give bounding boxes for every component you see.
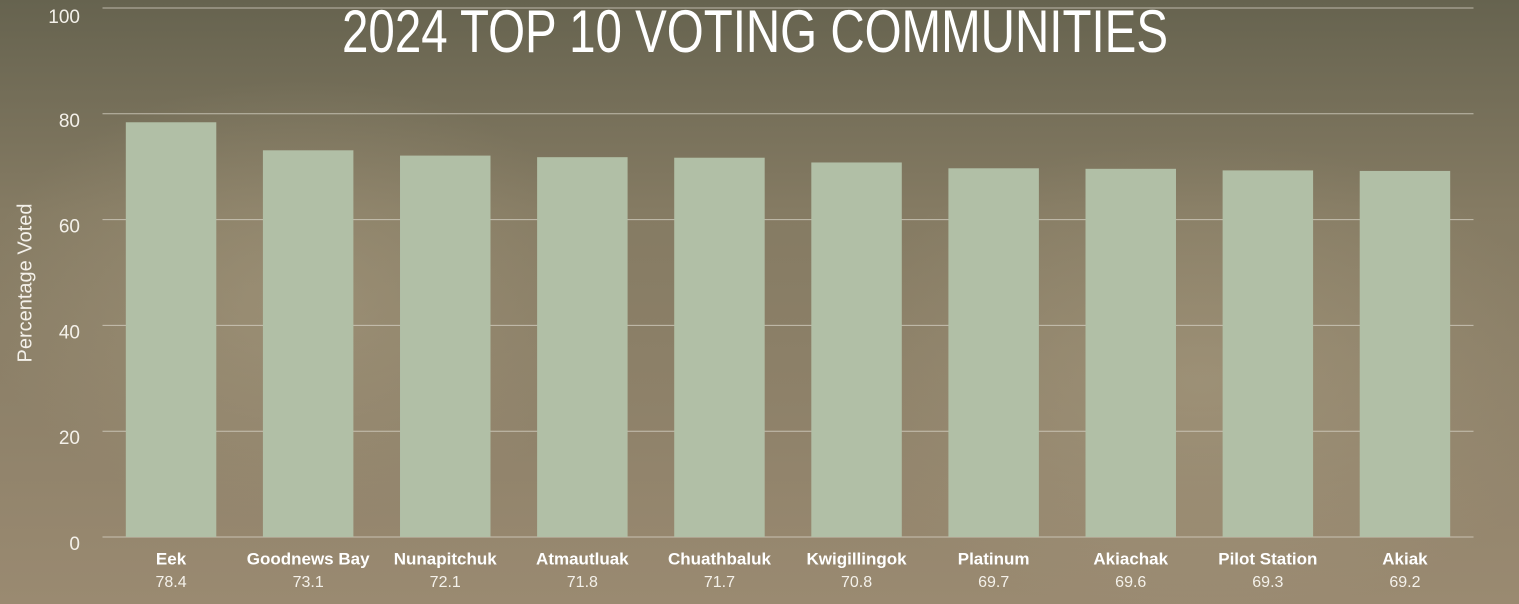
x-tick-label: Pilot Station: [1218, 549, 1317, 568]
chart-title: 2024 TOP 10 VOTING COMMUNITIES: [342, 0, 1168, 65]
y-axis-label: Percentage Voted: [14, 203, 36, 362]
y-tick-label: 60: [59, 217, 80, 238]
bar: [537, 157, 628, 538]
data-label: 69.3: [1252, 574, 1283, 591]
bar: [1222, 170, 1314, 537]
x-tick-label: Akiachak: [1093, 549, 1168, 568]
data-label: 78.4: [155, 574, 186, 591]
bar: [400, 155, 491, 537]
bar: [125, 122, 217, 537]
data-label: 71.7: [704, 574, 735, 591]
data-label: 73.1: [293, 574, 324, 591]
x-tick-label: Kwigillingok: [806, 549, 907, 568]
data-label: 69.2: [1389, 574, 1420, 591]
bar: [948, 168, 1039, 538]
x-tick-label: Nunapitchuk: [394, 549, 497, 568]
data-label: 71.8: [567, 574, 598, 591]
data-label: 69.6: [1115, 574, 1146, 591]
y-tick-label: 40: [59, 322, 80, 343]
x-tick-label: Eek: [156, 549, 187, 568]
x-tick-label: Chuathbaluk: [668, 549, 771, 568]
x-tick-label: Goodnews Bay: [247, 549, 370, 568]
bar: [1085, 168, 1176, 538]
data-label: 72.1: [430, 574, 461, 591]
y-tick-label: 20: [59, 428, 80, 449]
bar: [1359, 170, 1451, 537]
x-tick-label: Akiak: [1382, 549, 1428, 568]
bar: [262, 150, 354, 537]
y-tick-label: 80: [59, 111, 80, 132]
data-label: 69.7: [978, 574, 1009, 591]
bar: [811, 162, 902, 537]
y-tick-label: 100: [48, 7, 80, 28]
bar: [674, 157, 765, 537]
data-label: 70.8: [841, 574, 872, 591]
x-tick-label: Atmautluak: [536, 549, 629, 568]
x-tick-label: Platinum: [958, 549, 1030, 568]
y-tick-label: 0: [69, 534, 80, 555]
